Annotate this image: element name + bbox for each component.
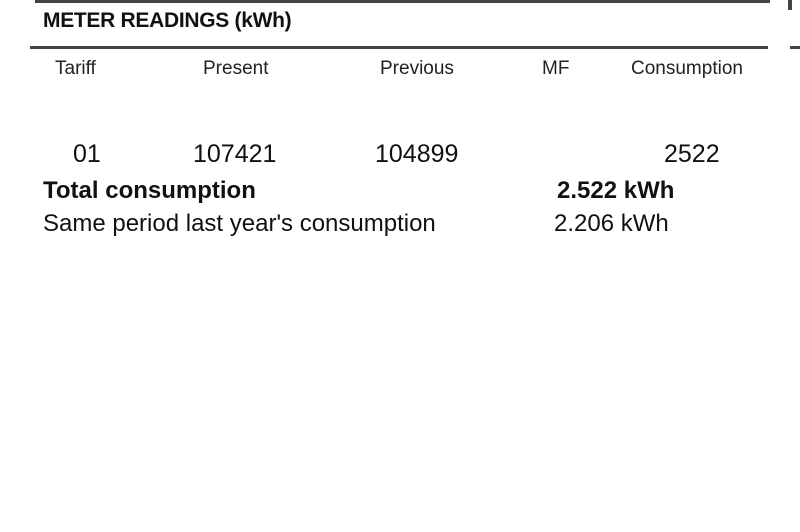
column-header-mf: MF: [542, 58, 570, 79]
top-rule: [35, 0, 770, 3]
column-header-tariff: Tariff: [55, 58, 96, 79]
section-title: METER READINGS (kWh): [43, 9, 292, 32]
row-present: 107421: [193, 140, 277, 168]
top-rule-right: [788, 0, 792, 10]
row-previous: 104899: [375, 140, 459, 168]
column-header-consumption: Consumption: [631, 58, 743, 79]
total-consumption-label: Total consumption: [43, 177, 256, 204]
row-consumption: 2522: [664, 140, 720, 168]
header-rule: [30, 46, 768, 49]
total-consumption-value: 2.522 kWh: [557, 177, 675, 204]
column-header-present: Present: [203, 58, 269, 79]
header-rule-right: [790, 46, 800, 49]
last-year-value: 2.206 kWh: [554, 210, 669, 237]
row-tariff: 01: [73, 140, 101, 168]
last-year-label: Same period last year's consumption: [43, 210, 436, 237]
column-header-previous: Previous: [380, 58, 454, 79]
